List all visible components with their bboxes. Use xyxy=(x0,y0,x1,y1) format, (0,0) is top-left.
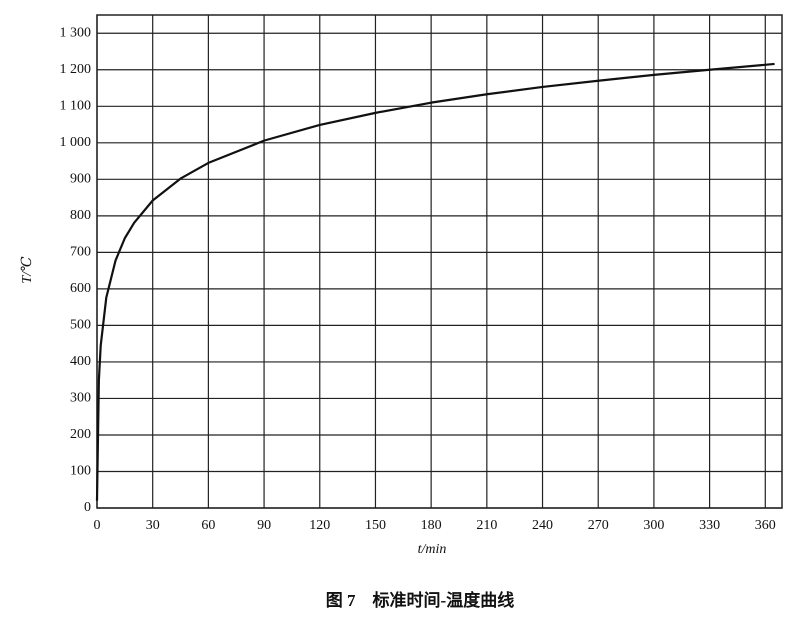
x-tick-label: 180 xyxy=(421,518,442,533)
y-tick-label: 1 000 xyxy=(60,135,92,150)
caption: 图 7 标准时间-温度曲线 xyxy=(326,590,514,610)
y-tick-label: 700 xyxy=(70,245,91,260)
x-tick-label: 330 xyxy=(699,518,720,533)
y-tick-label: 200 xyxy=(70,427,91,442)
x-tick-label: 300 xyxy=(643,518,664,533)
x-tick-label: 90 xyxy=(257,518,271,533)
x-tick-label: 210 xyxy=(476,518,497,533)
x-tick-label: 120 xyxy=(309,518,330,533)
y-tick-label: 1 200 xyxy=(60,62,92,77)
y-tick-label: 100 xyxy=(70,464,91,479)
y-tick-label: 800 xyxy=(70,208,91,223)
y-tick-label: 400 xyxy=(70,354,91,369)
x-tick-label: 270 xyxy=(588,518,609,533)
x-axis-label: t/min xyxy=(418,542,447,557)
y-tick-label: 900 xyxy=(70,172,91,187)
x-tick-label: 60 xyxy=(201,518,215,533)
y-tick-label: 300 xyxy=(70,391,91,406)
plot-frame xyxy=(96,14,783,509)
x-tick-label: 0 xyxy=(94,518,101,533)
x-tick-label: 30 xyxy=(146,518,160,533)
y-tick-label: 1 100 xyxy=(60,99,92,114)
x-tick-label: 150 xyxy=(365,518,386,533)
y-tick-label: 0 xyxy=(84,500,91,515)
y-tick-label: 600 xyxy=(70,281,91,296)
x-tick-label: 360 xyxy=(755,518,776,533)
x-tick-label: 240 xyxy=(532,518,553,533)
line xyxy=(95,62,775,501)
y-axis-label: T/℃ xyxy=(20,256,35,284)
y-tick-label: 500 xyxy=(70,318,91,333)
y-tick-label: 1 300 xyxy=(60,25,92,40)
